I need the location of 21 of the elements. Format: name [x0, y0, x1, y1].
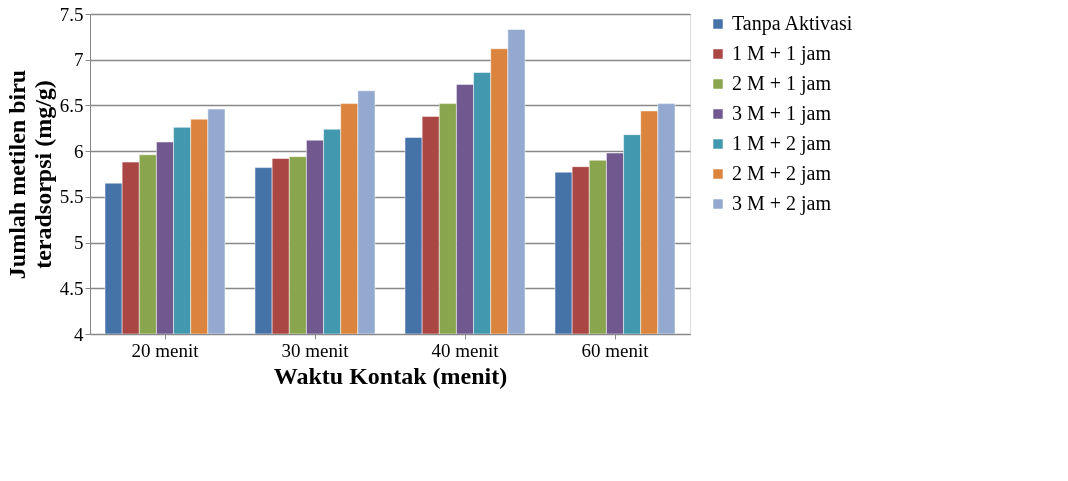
y-tick-label: 5	[74, 232, 84, 254]
legend-label: 1 M + 1 jam	[732, 42, 832, 65]
y-tick-label: 4	[74, 323, 84, 345]
y-tick-label: 7	[74, 49, 84, 71]
y-tick-label: 5.5	[59, 186, 84, 208]
legend-label: Tanpa Aktivasi	[732, 12, 853, 35]
legend-label: 2 M + 2 jam	[732, 162, 832, 185]
legend-label: 1 M + 2 jam	[732, 132, 832, 155]
x-tick-label: 30 menit	[281, 339, 350, 361]
legend-label: 3 M + 1 jam	[732, 102, 832, 125]
x-axis-title: Waktu Kontak (menit)	[273, 362, 508, 389]
y-tick-label: 6	[74, 140, 84, 162]
y-tick-label: 6.5	[59, 94, 84, 116]
x-tick-label: 20 menit	[131, 339, 200, 361]
y-tick-label: 7.5	[59, 3, 84, 25]
legend-label: 3 M + 2 jam	[732, 192, 832, 215]
legend-label: 2 M + 1 jam	[732, 72, 832, 95]
x-tick-label: 40 menit	[431, 339, 500, 361]
y-tick-label: 4.5	[59, 277, 84, 299]
x-tick-label: 60 menit	[581, 339, 650, 361]
y-axis-title: Jumlah metilen biru teradsorpsi (mg/g)	[3, 69, 56, 280]
